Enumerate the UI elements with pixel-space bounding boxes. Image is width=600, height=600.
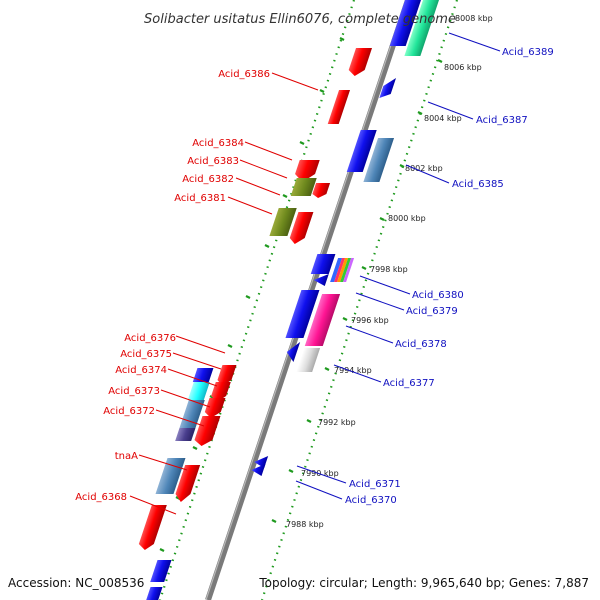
kbp-tick-label: 7988 kbp [286,520,324,529]
kbp-tick-label: 8008 kbp [455,14,493,23]
topology-summary-text: Topology: circular; Length: 9,965,640 bp… [258,576,589,590]
gene-label-acid-6378: Acid_6378 [395,339,447,350]
gene-multicolor-e [343,258,355,282]
gene-blue-block [346,130,377,172]
gene-label-acid-6375: Acid_6375 [120,349,172,360]
accession-text: Accession: NC_008536 [8,576,144,590]
gene-blue-bottom2 [146,587,163,600]
gene-acid-6382 [312,183,331,198]
gene-acid-6372 [179,400,205,428]
gene-multicolor-b [334,258,346,282]
gene-label-acid-6377: Acid_6377 [383,378,435,389]
gene-acid-6379 [285,290,320,338]
gene-multicolor-d [340,258,352,282]
gene-label-acid-6379: Acid_6379 [406,306,458,317]
gene-blue-bottom [150,560,172,582]
gene-label-acid-6381: Acid_6381 [174,193,226,204]
gene-label-acid-6382: Acid_6382 [182,174,234,185]
gene-label-tnaA: tnaA [115,451,138,462]
gene-arrow [289,212,314,244]
gene-label-acid-6386: Acid_6386 [218,69,270,80]
kbp-tick-label: 8006 kbp [444,63,482,72]
left-leader-lines [129,72,319,515]
gene-label-acid-6376: Acid_6376 [124,333,176,344]
kbp-tick-label: 8002 kbp [405,164,443,173]
kbp-tick-label: 7992 kbp [318,418,356,427]
gene-acid-6381 [269,208,297,236]
gene-arrow [348,48,373,76]
gene-acid-6387 [379,78,397,98]
gene-acid-6386 [327,90,351,124]
gene-blue-block [192,368,214,382]
kbp-tick-label: 8000 kbp [388,214,426,223]
gene-acid-6378 [304,294,341,346]
kbp-tick-label: 8004 kbp [424,114,462,123]
gene-acid-6370 [251,464,266,476]
gene-label-acid-6384: Acid_6384 [192,138,244,149]
left-gene-labels: Acid_6386 Acid_6384 Acid_6383 Acid_6382 … [75,69,270,503]
gene-arrow [286,342,301,362]
right-gene-labels: Acid_6389 Acid_6387 Acid_6385 Acid_6380 … [345,47,554,506]
gene-acid-6384 [295,160,320,182]
gene-arrow [175,465,201,502]
inner-left-dotted-track [260,0,459,600]
gene-acid-6385 [363,138,395,182]
gene-acid-6376 [217,365,237,386]
gene-acid-6375 [211,382,231,402]
gene-cyan-block [187,382,210,400]
gene-label-acid-6368: Acid_6368 [75,492,127,503]
gene-acid-6383 [290,178,317,196]
gene-label-acid-6370: Acid_6370 [345,495,397,506]
gene-label-acid-6373: Acid_6373 [108,386,160,397]
gene-multicolor-a [330,258,343,282]
gene-label-acid-6385: Acid_6385 [452,179,504,190]
gene-blue-block [310,254,336,274]
gene-purple-block [175,428,196,441]
gene-acid-6374 [204,398,226,418]
gene-label-acid-6387: Acid_6387 [476,115,528,126]
kbp-tick-label: 7998 kbp [370,265,408,274]
gene-acid-6377 [296,348,321,372]
gene-multicolor-c [337,258,349,282]
right-leader-lines [295,32,501,500]
gene-label-acid-6389: Acid_6389 [502,47,554,58]
kbp-tick-label: 7996 kbp [351,316,389,325]
gene-acid-6389-teal [404,0,439,56]
outer-left-dotted-track [158,0,356,600]
gene-label-acid-6374: Acid_6374 [115,365,167,376]
kbp-tick-label: 7994 kbp [334,366,372,375]
gene-acid-6368 [138,505,167,550]
gene-label-acid-6383: Acid_6383 [187,156,239,167]
gene-acid-6380 [313,274,329,286]
gene-label-acid-6371: Acid_6371 [349,479,401,490]
gene-acid-6373 [194,416,221,446]
gene-features [138,0,439,600]
gene-acid-6389 [389,0,421,46]
gene-label-acid-6372: Acid_6372 [103,406,155,417]
diagram-title: Solibacter usitatus Ellin6076, complete … [144,12,456,27]
gene-label-acid-6380: Acid_6380 [412,290,464,301]
